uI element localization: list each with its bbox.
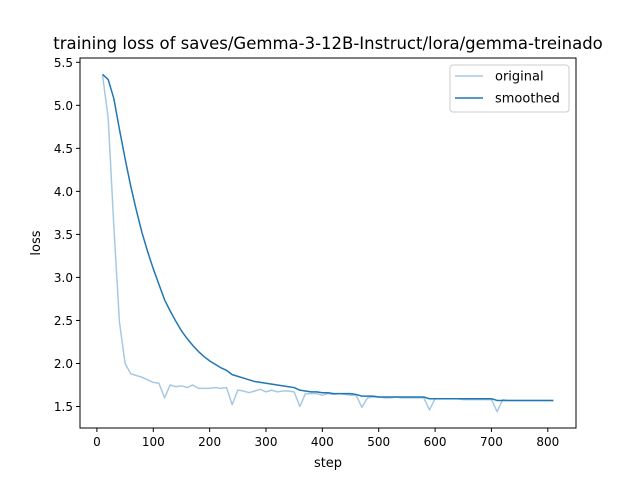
plot-frame: [79, 57, 577, 429]
y-tick-label: 4.0: [54, 185, 73, 199]
y-tick-label: 3.5: [54, 228, 73, 242]
y-tick-label: 1.5: [54, 400, 73, 414]
x-tick-label: 600: [424, 435, 447, 449]
x-tick-label: 300: [255, 435, 278, 449]
x-axis-ticks: 0 100 200 300 400 500 600 700 800: [93, 428, 559, 449]
x-tick-label: 700: [480, 435, 503, 449]
y-tick-label: 3.0: [54, 271, 73, 285]
legend-label-smoothed: smoothed: [495, 92, 560, 107]
y-tick-label: 5.0: [54, 99, 73, 113]
x-tick-label: 200: [198, 435, 221, 449]
y-tick-label: 2.0: [54, 357, 73, 371]
plot-lines: [101, 73, 554, 413]
x-axis-label: step: [314, 456, 342, 471]
x-tick-label: 0: [93, 435, 101, 449]
series-line-smoothed: [102, 73, 554, 402]
y-axis-label: loss: [29, 230, 44, 255]
legend: original smoothed: [449, 64, 570, 113]
x-tick-label: 500: [367, 435, 390, 449]
series-line-original: [101, 75, 554, 413]
chart-title: training loss of saves/Gemma-3-12B-Instr…: [53, 34, 603, 53]
y-tick-label: 4.5: [54, 142, 73, 156]
x-tick-label: 100: [142, 435, 165, 449]
y-tick-label: 5.5: [54, 56, 73, 70]
y-tick-label: 2.5: [54, 314, 73, 328]
x-tick-label: 400: [311, 435, 334, 449]
x-tick-label: 800: [536, 435, 559, 449]
legend-label-original: original: [495, 70, 544, 85]
y-axis-ticks: 1.5 2.0 2.5 3.0 3.5 4.0 4.5 5.0 5.5: [54, 56, 80, 414]
